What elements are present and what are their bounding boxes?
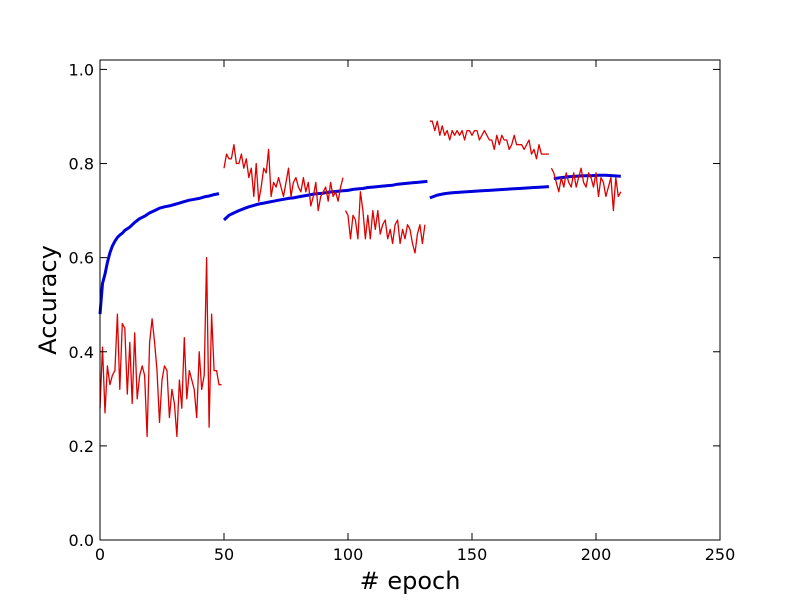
y-tick-label: 1.0 bbox=[69, 60, 94, 79]
x-tick-label: 200 bbox=[581, 545, 612, 564]
y-tick-label: 0.4 bbox=[69, 343, 94, 362]
y-tick-label: 0.8 bbox=[69, 155, 94, 174]
x-tick-label: 50 bbox=[214, 545, 234, 564]
x-tick-label: 250 bbox=[705, 545, 736, 564]
val-accuracy-line-6 bbox=[344, 191, 426, 254]
x-tick-label: 0 bbox=[95, 545, 105, 564]
y-tick-label: 0.2 bbox=[69, 437, 94, 456]
x-tick-label: 100 bbox=[333, 545, 364, 564]
x-axis: 0 50 100 150 200 250 bbox=[95, 60, 735, 564]
y-axis: 0.0 0.2 0.4 0.6 0.8 1.0 bbox=[69, 60, 720, 550]
train-accuracy-line-1 bbox=[222, 179, 428, 222]
plot-background bbox=[100, 60, 720, 540]
y-axis-title: Accuracy bbox=[34, 245, 62, 355]
train-accuracy-line-2 bbox=[429, 185, 549, 200]
x-tick-label: 150 bbox=[457, 545, 488, 564]
val-accuracy-line-5 bbox=[223, 144, 344, 212]
val-accuracy-line-4 bbox=[99, 256, 222, 438]
series-layer bbox=[98, 120, 622, 438]
val-accuracy-line-8 bbox=[550, 167, 622, 212]
train-accuracy-line-0 bbox=[98, 192, 220, 315]
y-tick-label: 0.0 bbox=[69, 531, 94, 550]
val-accuracy-line-7 bbox=[429, 120, 549, 160]
plot-frame bbox=[99, 59, 721, 541]
y-tick-label: 0.6 bbox=[69, 249, 94, 268]
x-axis-title: # epoch bbox=[360, 567, 461, 595]
